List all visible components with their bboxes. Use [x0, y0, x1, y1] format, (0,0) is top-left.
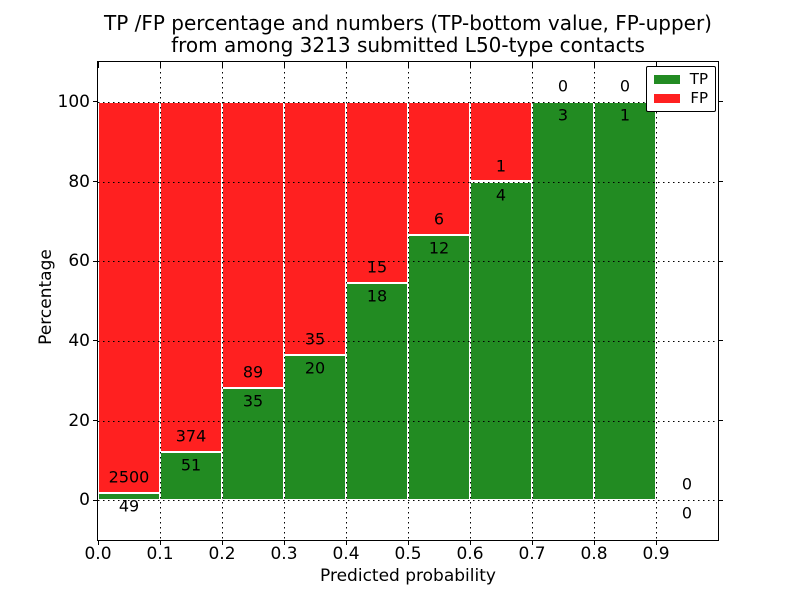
y-tick-label: 80 — [68, 171, 90, 192]
x-tick-label: 0.0 — [84, 544, 112, 564]
fp-color-swatch — [654, 93, 680, 103]
x-tick-label: 0.6 — [456, 544, 484, 564]
x-tick-label: 0.5 — [394, 544, 422, 564]
x-tick-label: 0.3 — [270, 544, 298, 564]
x-tick-label: 0.8 — [580, 544, 608, 564]
chart-title-line1: TP /FP percentage and numbers (TP-bottom… — [104, 11, 712, 35]
legend-entry-fp: FP — [654, 88, 708, 107]
legend-label-tp: TP — [689, 70, 708, 89]
chart-title: TP /FP percentage and numbers (TP-bottom… — [98, 12, 718, 56]
legend-label-fp: FP — [690, 88, 708, 107]
y-axis-label: Percentage — [36, 249, 56, 345]
tp-color-swatch — [654, 75, 680, 85]
x-tick-label: 0.4 — [332, 544, 360, 564]
chart-title-line2: from among 3213 submitted L50-type conta… — [171, 33, 645, 57]
y-tick-label: 20 — [68, 410, 90, 431]
x-tick-label: 0.2 — [208, 544, 236, 564]
x-tick-label: 0.9 — [642, 544, 670, 564]
y-tick-label: 0 — [79, 490, 90, 511]
legend: TP FP — [646, 66, 716, 112]
x-tick-label: 0.1 — [146, 544, 174, 564]
legend-entry-tp: TP — [654, 72, 708, 87]
plot-border — [97, 61, 719, 541]
x-tick-label: 0.7 — [518, 544, 546, 564]
y-tick-label: 100 — [57, 91, 90, 112]
x-axis-label: Predicted probability — [320, 566, 496, 586]
